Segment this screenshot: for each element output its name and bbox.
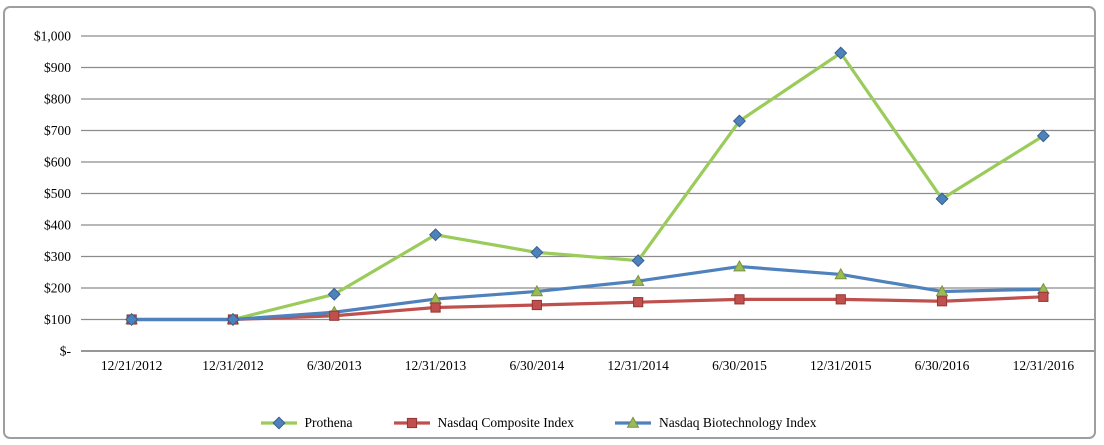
data-point-marker	[834, 267, 848, 280]
y-axis-tick-label: $500	[44, 186, 71, 201]
legend-item-nasdaq-composite: Nasdaq Composite Index	[393, 415, 574, 431]
y-axis-tick-label: $600	[44, 155, 71, 170]
data-point-marker	[327, 287, 341, 301]
legend-label-prothena: Prothena	[304, 415, 353, 430]
data-point-marker	[329, 310, 340, 321]
data-point-marker	[429, 228, 443, 242]
data-point-marker	[272, 416, 286, 430]
y-axis-tick-label: $800	[44, 92, 71, 107]
legend-item-prothena: Prothena	[260, 415, 353, 431]
series-line-nasdaq-composite-index	[130, 295, 1045, 322]
x-axis-tick-label: 6/30/2014	[509, 358, 564, 373]
data-point-marker	[631, 274, 645, 286]
data-point-marker	[835, 294, 846, 305]
nasdaq-composite-legend-marker-icon	[393, 417, 430, 429]
x-axis-tick-label: 12/31/2012	[202, 358, 264, 373]
x-axis-tick-label: 6/30/2016	[915, 358, 970, 373]
data-point-marker	[935, 284, 949, 297]
x-axis-tick-label: 6/30/2013	[307, 358, 362, 373]
y-axis-tick-label: $300	[44, 249, 71, 264]
data-point-marker	[936, 296, 948, 307]
data-point-marker	[733, 259, 746, 272]
data-point-marker	[430, 302, 441, 313]
data-point-marker	[530, 284, 544, 297]
chart-legend: Prothena Nasdaq Composite Index Nasdaq B…	[0, 410, 1076, 436]
data-point-marker	[1038, 291, 1049, 302]
data-point-marker	[125, 312, 139, 327]
legend-item-nasdaq-biotechnology: Nasdaq Biotechnology Index	[614, 415, 816, 431]
x-axis-tick-label: 6/30/2015	[712, 358, 767, 373]
y-axis-tick-label: $200	[44, 281, 71, 296]
y-axis-tick-label: $400	[44, 218, 71, 233]
data-point-marker	[1036, 129, 1050, 143]
chart-border-frame	[3, 6, 1096, 439]
data-point-marker	[530, 245, 544, 259]
series-line-nasdaq-biotechnology-index	[130, 264, 1045, 322]
y-axis-tick-label: $1,000	[34, 29, 71, 44]
data-point-marker	[531, 299, 542, 311]
y-axis-tick-label: $700	[44, 123, 71, 138]
x-axis-tick-label: 12/31/2013	[405, 358, 467, 373]
data-point-marker	[834, 46, 848, 60]
legend-label-nasdaq-composite: Nasdaq Composite Index	[437, 415, 574, 430]
y-axis-tick-label: $100	[44, 312, 71, 327]
x-axis-tick-label: 12/21/2012	[101, 358, 163, 373]
data-point-marker	[633, 297, 644, 308]
nasdaq-biotechnology-legend-marker-icon	[615, 416, 651, 428]
legend-label-nasdaq-biotechnology: Nasdaq Biotechnology Index	[659, 415, 817, 430]
x-axis-tick-label: 12/31/2014	[607, 358, 669, 373]
series-markers-prothena	[125, 46, 1050, 327]
y-axis-tick-label: $900	[44, 60, 71, 75]
data-point-marker	[935, 192, 949, 206]
series-line-prothena	[130, 51, 1045, 322]
data-point-marker	[226, 312, 240, 327]
x-axis-tick-label: 12/31/2015	[810, 358, 872, 373]
y-axis-tick-label: $-	[60, 344, 72, 359]
series-markers-nasdaq-biotechnology-index	[125, 259, 1050, 325]
prothena-legend-marker-icon	[260, 416, 297, 430]
data-point-marker	[406, 417, 417, 429]
data-point-marker	[626, 416, 640, 428]
data-point-marker	[631, 254, 645, 268]
data-point-marker	[732, 114, 746, 128]
x-axis-tick-label: 12/31/2016	[1013, 358, 1075, 373]
data-point-marker	[734, 294, 745, 305]
